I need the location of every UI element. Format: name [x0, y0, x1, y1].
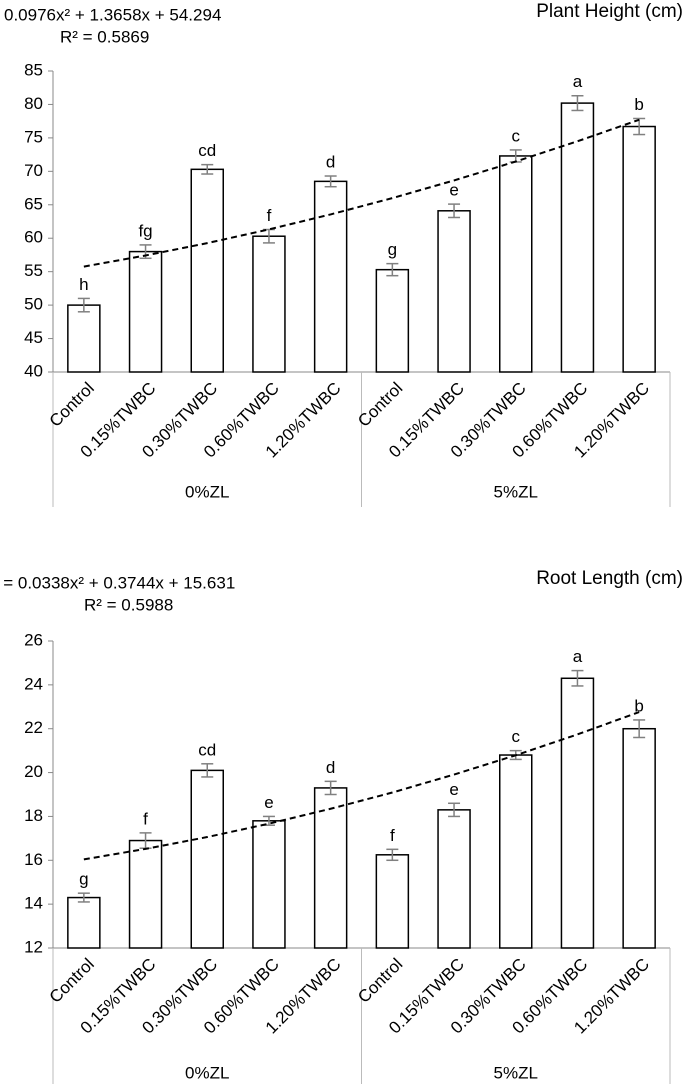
- chart-title: Root Length (cm): [536, 568, 683, 589]
- bar: [252, 820, 286, 949]
- significance-letter: e: [449, 181, 458, 200]
- bar: [560, 102, 595, 373]
- significance-letter: c: [512, 126, 521, 145]
- significance-letter: f: [143, 809, 148, 828]
- y-tick-label: 40: [24, 361, 43, 380]
- significance-letter: fg: [138, 221, 152, 240]
- y-tick-label: 12: [24, 937, 43, 956]
- significance-letter: a: [573, 72, 583, 91]
- bar: [375, 268, 410, 373]
- significance-letter: e: [264, 793, 273, 812]
- bar: [622, 125, 656, 373]
- group-label: 0%ZL: [185, 1063, 229, 1082]
- bar: [67, 896, 101, 949]
- y-tick-label: 60: [24, 228, 43, 247]
- r-squared: R² = 0.5988: [84, 595, 173, 614]
- y-tick-label: 55: [24, 261, 43, 280]
- trendline: [83, 118, 640, 268]
- significance-letter: b: [634, 95, 643, 114]
- group-label: 5%ZL: [494, 1063, 538, 1082]
- y-tick-label: 16: [24, 850, 43, 869]
- significance-letter: cd: [198, 141, 216, 160]
- significance-letter: h: [79, 275, 88, 294]
- bar: [128, 250, 163, 373]
- y-tick-label: 50: [24, 295, 43, 314]
- group-label: 5%ZL: [494, 482, 538, 501]
- y-tick-label: 65: [24, 194, 43, 213]
- bar: [499, 754, 533, 949]
- significance-letter: e: [449, 780, 458, 799]
- y-tick-label: 24: [24, 674, 43, 693]
- y-tick-label: 80: [24, 94, 43, 113]
- bar: [252, 235, 286, 373]
- bar: [622, 727, 656, 949]
- bar: [375, 854, 410, 949]
- y-tick-label: 26: [24, 630, 43, 649]
- y-tick-label: 20: [24, 762, 43, 781]
- y-tick-label: 75: [24, 127, 43, 146]
- trendline: [83, 711, 640, 861]
- significance-letter: d: [326, 152, 335, 171]
- significance-letter: f: [390, 826, 395, 845]
- chart-title: Plant Height (cm): [536, 1, 683, 22]
- y-tick-label: 45: [24, 328, 43, 347]
- trend-equation: 0.0976x² + 1.3658x + 54.294: [4, 5, 221, 24]
- bar: [499, 155, 533, 373]
- significance-letter: cd: [198, 740, 216, 759]
- y-tick-label: 14: [24, 894, 43, 913]
- significance-letter: a: [573, 647, 583, 666]
- y-tick-label: 18: [24, 806, 43, 825]
- bar: [437, 210, 471, 373]
- bar: [190, 168, 224, 373]
- significance-letter: f: [267, 206, 272, 225]
- bar: [67, 304, 101, 373]
- y-tick-label: 22: [24, 718, 43, 737]
- bar: [190, 769, 224, 949]
- y-tick-label: 85: [24, 60, 43, 79]
- bar: [313, 180, 348, 373]
- bar: [128, 839, 163, 949]
- bar: [313, 787, 348, 949]
- bar: [560, 677, 595, 949]
- significance-letter: c: [512, 727, 521, 746]
- group-label: 0%ZL: [185, 482, 229, 501]
- trend-equation: y = 0.0338x² + 0.3744x + 15.631: [0, 573, 235, 592]
- y-tick-label: 70: [24, 161, 43, 180]
- significance-letter: d: [326, 758, 335, 777]
- significance-letter: g: [79, 870, 88, 889]
- r-squared: R² = 0.5869: [60, 27, 149, 46]
- significance-letter: b: [634, 696, 643, 715]
- significance-letter: g: [388, 240, 397, 259]
- bar: [437, 809, 471, 949]
